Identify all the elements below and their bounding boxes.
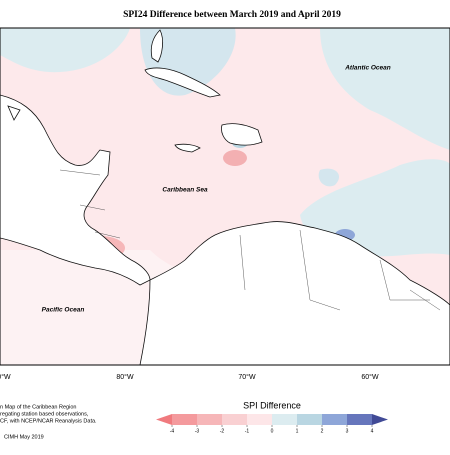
legend-tick-label: -4	[170, 428, 175, 434]
ocean-label: Atlantic Ocean	[344, 65, 391, 72]
land	[150, 29, 164, 63]
legend-bin	[347, 414, 372, 425]
note: CF, with NCEP/NCAR Reanalysis Data.	[0, 418, 97, 424]
legend-bin	[272, 414, 297, 425]
ocean-label: Pacific Ocean	[42, 307, 85, 314]
legend-tick-label: 4	[371, 428, 374, 434]
legend-title: SPI Difference	[243, 400, 301, 410]
land	[174, 143, 201, 153]
legend-tick-label: 0	[271, 428, 274, 434]
legend-tick-label: 3	[346, 428, 349, 434]
land	[221, 123, 263, 146]
legend-arrow	[372, 414, 388, 425]
land	[144, 67, 221, 98]
legend-tick-label: 2	[321, 428, 324, 434]
anomaly-area	[223, 150, 247, 166]
anomaly-area	[318, 168, 340, 187]
legend-tick-label: -2	[220, 428, 225, 434]
legend-bin	[322, 414, 347, 425]
note: n Map of the Caribbean Region	[0, 404, 76, 410]
legend-arrow	[156, 414, 172, 425]
legend-bin	[247, 414, 272, 425]
note: regating station based observations,	[0, 411, 89, 417]
legend: -4 -3 -2 -1 0 1 2 3 4	[156, 414, 388, 434]
legend-bin	[222, 414, 247, 425]
legend-tick-label: 1	[296, 428, 299, 434]
credit: CIMH May 2019	[4, 434, 44, 440]
land	[139, 221, 450, 366]
title: SPI24 Difference between March 2019 and …	[123, 10, 341, 20]
longitude-label: 70°W	[238, 373, 256, 381]
anomaly-area	[320, 28, 450, 150]
legend-bin	[172, 414, 197, 425]
longitude-label: 90°W	[0, 373, 11, 381]
land	[7, 105, 21, 121]
land	[0, 94, 151, 286]
legend-bin	[197, 414, 222, 425]
map-frame	[0, 27, 450, 366]
border	[59, 169, 441, 311]
anomaly-area	[0, 28, 130, 73]
legend-bin	[297, 414, 322, 425]
legend-tick-label: -3	[195, 428, 200, 434]
longitude-label: 80°W	[116, 373, 134, 381]
legend-tick-label: -1	[245, 428, 250, 434]
map: Atlantic Ocean Caribbean Sea Pacific Oce…	[0, 27, 450, 366]
longitude-label: 60°W	[361, 373, 379, 381]
sea-label: Caribbean Sea	[162, 187, 208, 194]
